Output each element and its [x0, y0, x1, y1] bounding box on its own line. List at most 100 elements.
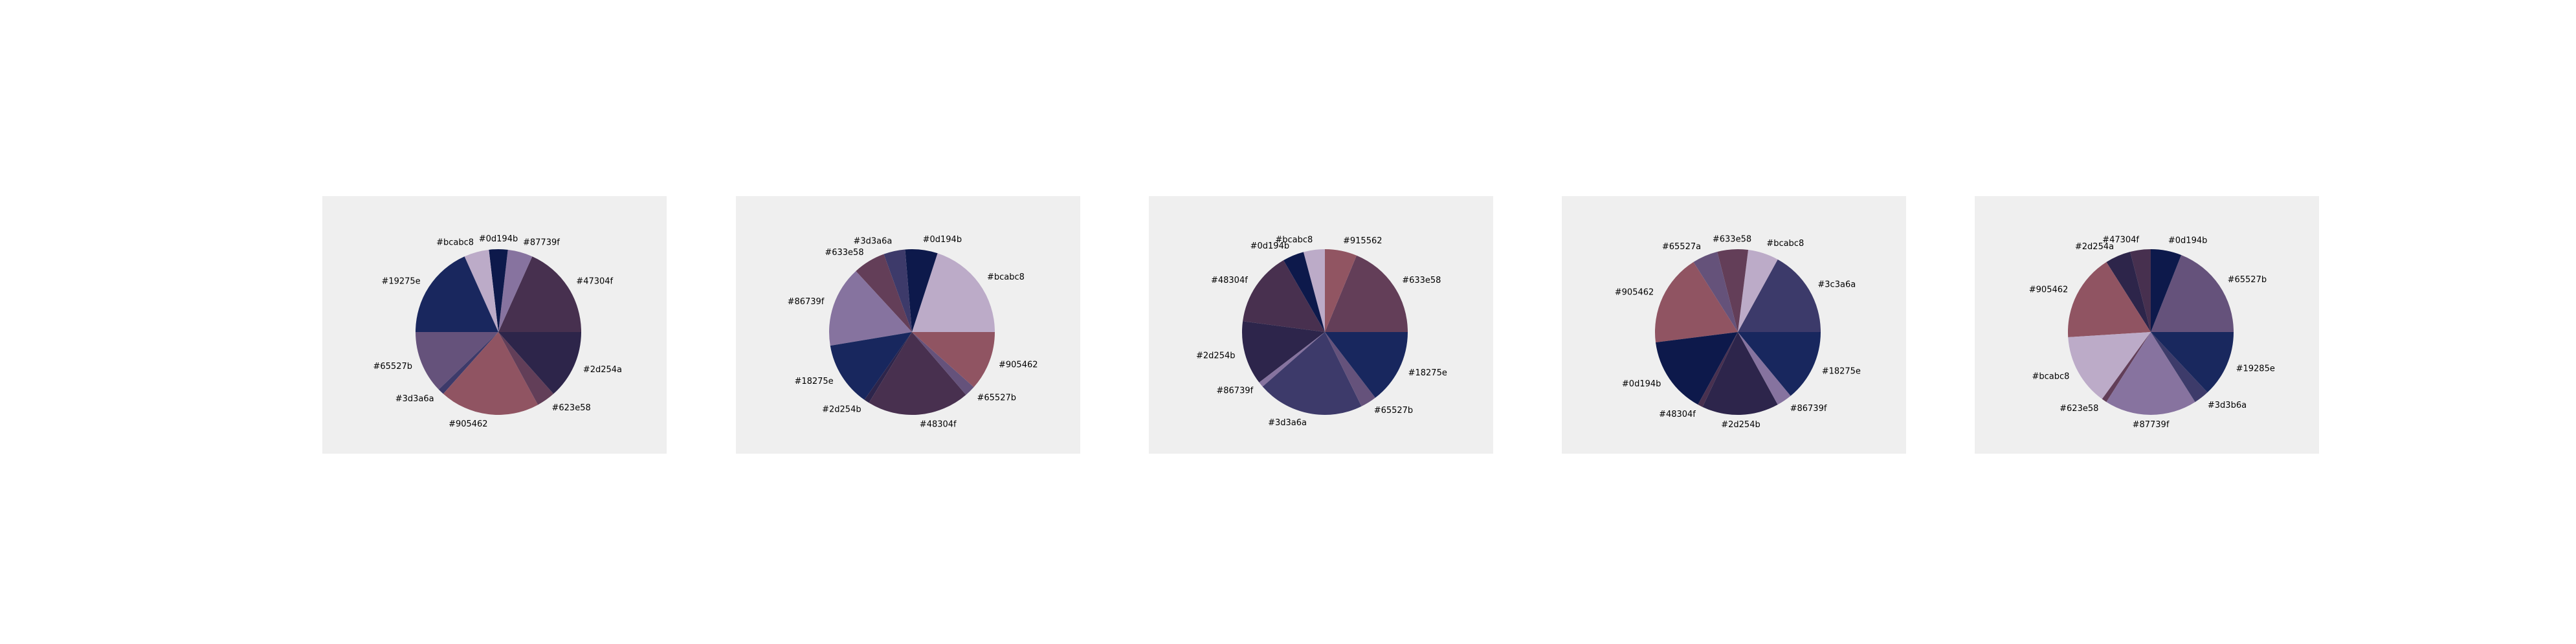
pie-5-slice-3 [2130, 249, 2151, 332]
pie-2-slice-2 [905, 249, 938, 332]
pie-4-label-3: #633e58 [1713, 234, 1751, 244]
pie-4-slice-1 [1738, 259, 1821, 332]
pie-5-slice-9 [2151, 332, 2208, 403]
pie-3-label-6: #2d254b [1196, 351, 1235, 361]
pie-panel-2: #bcabc8 #0d194b #3d3a6a #633e58 #86739f #1827… [736, 196, 1080, 454]
pie-5-label-4: #2d254a [2075, 242, 2114, 252]
pie-3-label-7: #86739f [1216, 386, 1253, 395]
pie-5-label-1: #65527b [2228, 275, 2267, 285]
pie-1-label-2: #87739f [523, 238, 560, 247]
pie-3-label-5: #48304f [1211, 276, 1248, 285]
pie-5-label-9: #3d3b6a [2208, 401, 2247, 410]
pie-2-slice-7 [864, 332, 912, 403]
pie-1-slice-3 [489, 249, 508, 332]
pie-1-slice-6 [416, 332, 498, 390]
pie-5-label-3: #47304f [2102, 235, 2139, 245]
pie-4-slice-9 [1738, 332, 1791, 405]
pie-4-label-7: #48304f [1659, 410, 1696, 419]
pie-4-slice-8 [1702, 332, 1778, 416]
pie-2-slice-6 [830, 332, 912, 400]
pie-2-slice-8 [869, 332, 966, 415]
pie-panel-3: #633e58 #915562 #bcabc8 #0d194b #48304f #2d25… [1149, 196, 1493, 454]
pie-1-slice-5 [416, 256, 498, 332]
pie-chart-5: #65527b #0d194b #47304f#2d254a #905462 #bcab… [2029, 235, 2275, 430]
pie-3-slice-1 [1325, 255, 1408, 332]
pie-2-label-1: #bcabc8 [987, 272, 1025, 282]
pie-panel-4: #3c3a6a #bcabc8 #633e58 #65527a #905462 #0d19… [1562, 196, 1906, 454]
pie-panel-1: #47304f #87739f #0d194b #bcabc8 #19275e #6552… [322, 196, 667, 454]
pie-4-label-9: #86739f [1790, 404, 1827, 414]
pie-3-slice-5 [1243, 260, 1325, 332]
pie-3-label-8: #3d3a6a [1268, 418, 1307, 428]
pie-5-label-7: #623e58 [2060, 404, 2098, 414]
pie-5-label-8: #87739f [2133, 420, 2170, 430]
pie-1-slice-4 [464, 249, 498, 332]
pie-2-slice-3 [883, 249, 912, 332]
pie-5-slice-5 [2067, 261, 2151, 338]
pie-panel-5: #65527b #0d194b #47304f #2d254a #905462 #bcab… [1975, 196, 2319, 454]
pie-3-label-3: #bcabc8 [1275, 235, 1313, 245]
pie-3-label-1: #633e58 [1402, 276, 1441, 285]
pie-4-label-8: #2d254b [1721, 420, 1760, 430]
pie-3-slice-10 [1325, 332, 1408, 398]
pie-1-label-6: #65527b [373, 362, 413, 372]
pie-4-label-1: #3c3a6a [1817, 280, 1856, 290]
pie-5-slice-8 [2106, 332, 2195, 415]
pie-2-label-7: #2d254b [822, 405, 861, 415]
pie-1-slice-8 [443, 332, 539, 416]
pie-3-label-9: #65527b [1374, 406, 1414, 416]
pie-3-slice-2 [1325, 249, 1357, 332]
pie-4-label-5: #905462 [1615, 288, 1654, 298]
pie-4-label-4: #65527a [1662, 242, 1701, 252]
pie-5-label-6: #bcabc8 [2032, 372, 2069, 382]
pie-3-label-2: #915562 [1343, 236, 1382, 246]
pie-2-label-6: #18275e [794, 377, 833, 386]
pie-5-label-2: #0d194b [2168, 236, 2207, 246]
pie-2-label-3: #3d3a6a [854, 236, 893, 246]
pie-chart-1: #47304f #87739f #0d194b #bcabc8 #19275e #6552… [373, 234, 623, 429]
pie-2-label-9: #65527b [977, 394, 1017, 403]
pie-3-slice-9 [1325, 332, 1375, 406]
pie-1-label-5: #19275e [381, 277, 420, 287]
pie-5-slice-2 [2151, 249, 2182, 332]
pie-chart-3: #633e58 #915562 #bcabc8#0d194b #48304f #2d25… [1196, 235, 1447, 428]
pie-1-label-8: #905462 [449, 419, 488, 429]
pie-4-slice-7 [1698, 332, 1738, 407]
pie-chart-2: #bcabc8 #0d194b #3d3a6a #633e58 #86739f #1827… [788, 235, 1038, 429]
pie-3-label-10: #18275e [1408, 368, 1447, 378]
pie-4-slice-10 [1738, 332, 1821, 396]
pie-2-slice-10 [912, 332, 995, 388]
pie-5-slice-10 [2151, 332, 2234, 393]
pie-5-slice-1 [2151, 254, 2234, 332]
pie-1-label-1: #47304f [576, 277, 613, 287]
pie-5-slice-6 [2068, 332, 2151, 399]
pie-1-label-7: #3d3a6a [395, 394, 434, 404]
pie-3-slice-6 [1242, 321, 1325, 383]
pie-4-label-2: #bcabc8 [1766, 239, 1804, 249]
pie-2-label-4: #633e58 [825, 248, 863, 258]
pie-5-slice-4 [2106, 252, 2151, 332]
pie-4-label-10: #18275e [1822, 367, 1861, 377]
pie-1-label-10: #2d254a [583, 365, 622, 375]
pie-3-slice-8 [1262, 332, 1362, 416]
pie-3-slice-7 [1259, 332, 1325, 387]
pie-1-label-9: #623e58 [552, 403, 591, 413]
pie-5-slice-7 [2102, 332, 2151, 403]
pie-1-slice-2 [498, 249, 533, 332]
pie-1-slice-9 [498, 332, 554, 405]
pie-4-slice-4 [1693, 252, 1738, 332]
pie-4-label-6: #0d194b [1622, 379, 1661, 389]
pie-1-slice-1 [498, 256, 581, 332]
pie-5-label-5: #905462 [2029, 285, 2069, 294]
pie-1-slice-7 [438, 332, 498, 394]
pie-chart-4: #3c3a6a #bcabc8 #633e58 #65527a #905462 #0d19… [1615, 234, 1861, 430]
pie-3-slice-4 [1283, 252, 1325, 332]
pie-2-slice-9 [912, 332, 974, 395]
pie-2-slice-5 [829, 271, 912, 346]
pie-4-slice-2 [1738, 250, 1778, 332]
pie-1-slice-10 [498, 332, 581, 394]
pie-2-label-2: #0d194b [923, 235, 962, 245]
pie-2-label-5: #86739f [788, 297, 825, 307]
pie-2-slice-1 [912, 253, 995, 332]
pie-1-label-3: #0d194b [479, 234, 518, 244]
